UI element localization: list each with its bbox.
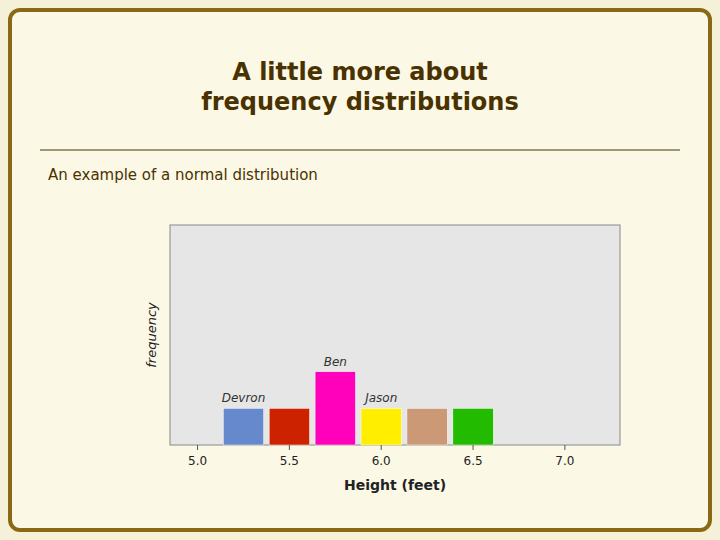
x-tick-label: 5.5 [280, 454, 299, 468]
x-tick-label: 5.0 [188, 454, 207, 468]
x-tick [473, 445, 474, 450]
x-tick [381, 445, 382, 450]
title-line: frequency distributions [201, 88, 518, 116]
x-tick-label: 7.0 [555, 454, 574, 468]
bar-label: Devron [222, 391, 266, 405]
bar [269, 408, 309, 445]
bar [223, 408, 263, 445]
bar [315, 372, 355, 445]
y-axis-label: frequency [144, 302, 159, 368]
bar [361, 408, 401, 445]
plot-area [170, 225, 620, 445]
x-tick [197, 445, 198, 450]
x-tick-label: 6.5 [464, 454, 483, 468]
chart-root: A little more aboutfrequency distributio… [0, 0, 720, 540]
subtitle: An example of a normal distribution [48, 166, 318, 184]
x-tick [564, 445, 565, 450]
title-line: A little more about [232, 58, 488, 86]
x-tick-label: 6.0 [372, 454, 391, 468]
x-axis-label: Height (feet) [344, 477, 446, 493]
separator [40, 150, 680, 151]
bar-label: Ben [324, 355, 347, 369]
title: A little more aboutfrequency distributio… [201, 58, 518, 116]
bar [407, 408, 447, 445]
page-background [10, 10, 710, 530]
bar [453, 408, 493, 445]
bar-label: Jason [363, 391, 397, 405]
x-tick [289, 445, 290, 450]
